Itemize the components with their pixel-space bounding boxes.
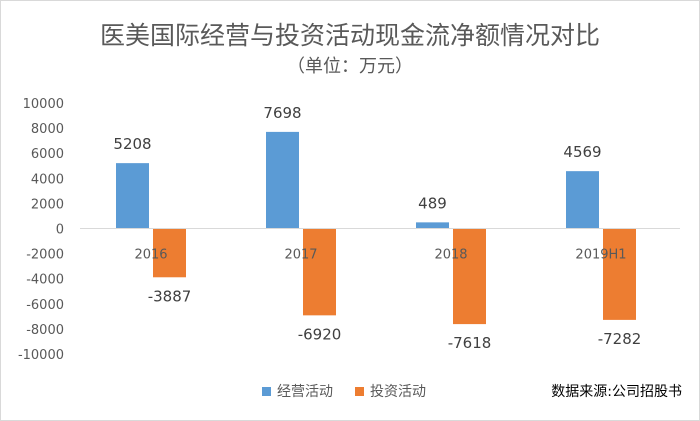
legend-swatch-investing xyxy=(355,386,364,396)
legend-item-operating: 经营活动 xyxy=(262,381,333,401)
bar-operating-2016 xyxy=(116,163,149,229)
bar-investing-2016 xyxy=(153,228,186,278)
data-label-operating-2017: 7698 xyxy=(263,104,301,122)
data-source-note: 数据来源:公司招股书 xyxy=(551,384,682,400)
data-label-investing-2017: -6920 xyxy=(298,325,342,343)
y-tick-label: -6000 xyxy=(26,298,64,313)
legend: 经营活动 投资活动 xyxy=(262,381,426,401)
y-tick-label: 6000 xyxy=(31,147,64,162)
data-label-operating-2019H1: 4569 xyxy=(563,143,601,161)
bars-group xyxy=(116,131,636,325)
data-label-investing-2018: -7618 xyxy=(448,334,492,352)
y-tick-label: 0 xyxy=(56,223,64,238)
x-tick-label-2018: 2018 xyxy=(434,248,467,263)
y-tick-label: -2000 xyxy=(26,248,64,263)
data-label-investing-2016: -3887 xyxy=(148,287,192,305)
bar-investing-2019H1 xyxy=(603,228,636,320)
legend-label-investing: 投资活动 xyxy=(370,384,426,400)
y-axis: 10000 8000 6000 4000 2000 0 -2000 -4000 -6000 -80… xyxy=(18,97,64,363)
bar-investing-2018 xyxy=(453,228,486,325)
y-tick-label: -4000 xyxy=(26,273,64,288)
y-tick-label: 10000 xyxy=(23,97,64,112)
y-tick-label: 2000 xyxy=(31,197,64,212)
bar-investing-2017 xyxy=(303,228,336,316)
data-label-operating-2016: 5208 xyxy=(113,135,151,153)
legend-label-operating: 经营活动 xyxy=(277,384,333,400)
legend-swatch-operating xyxy=(262,386,271,396)
bar-operating-2018 xyxy=(416,222,449,229)
chart-subtitle: （单位：万元） xyxy=(287,56,413,77)
x-tick-label-2016: 2016 xyxy=(134,248,167,263)
data-labels: 5208 -3887 7698 -6920 489 -7618 4569 -7282 xyxy=(113,104,641,352)
y-tick-label: -10000 xyxy=(18,348,64,363)
x-tick-label-2019H1: 2019H1 xyxy=(575,248,626,263)
legend-item-investing: 投资活动 xyxy=(355,381,426,401)
data-label-operating-2018: 489 xyxy=(418,194,447,212)
bar-operating-2017 xyxy=(266,131,299,229)
x-tick-label-2017: 2017 xyxy=(284,248,317,263)
chart-title: 医美国际经营与投资活动现金流净额情况对比 xyxy=(99,21,600,50)
y-tick-label: -8000 xyxy=(26,323,64,338)
data-label-investing-2019H1: -7282 xyxy=(598,330,642,348)
bar-operating-2019H1 xyxy=(566,171,599,229)
y-tick-label: 4000 xyxy=(31,172,64,187)
y-tick-label: 8000 xyxy=(31,122,64,137)
x-axis: 2016 2017 2018 2019H1 xyxy=(80,228,680,263)
